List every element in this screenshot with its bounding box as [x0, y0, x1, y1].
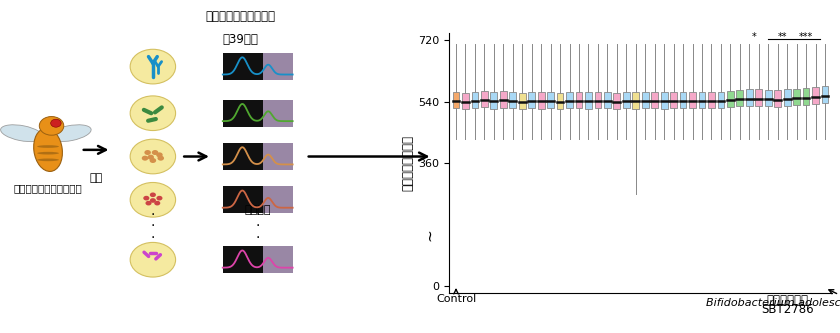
- Text: ビフィズス菌: ビフィズス菌: [766, 294, 808, 307]
- Bar: [661, 93, 668, 109]
- Circle shape: [148, 155, 154, 160]
- Bar: [680, 92, 686, 109]
- Ellipse shape: [37, 145, 59, 148]
- Bar: [263, 246, 292, 273]
- Text: 摂食: 摂食: [90, 173, 102, 183]
- Circle shape: [157, 156, 164, 161]
- Bar: [223, 143, 292, 170]
- Circle shape: [145, 201, 151, 205]
- Text: *: *: [752, 32, 756, 42]
- Bar: [263, 186, 292, 213]
- Ellipse shape: [37, 159, 59, 161]
- Bar: [623, 92, 630, 109]
- Bar: [575, 92, 582, 109]
- Circle shape: [156, 153, 163, 158]
- Bar: [509, 92, 517, 109]
- Bar: [737, 90, 743, 107]
- Text: ·
·
·: · · ·: [255, 208, 260, 245]
- Y-axis label: 夜間睡眠量（分）: 夜間睡眠量（分）: [402, 135, 414, 191]
- Circle shape: [50, 119, 61, 127]
- Text: ·
·
·: · · ·: [150, 208, 155, 245]
- Bar: [528, 92, 535, 108]
- Text: ***: ***: [799, 32, 813, 42]
- Circle shape: [130, 242, 176, 277]
- Bar: [223, 53, 292, 80]
- Circle shape: [155, 201, 160, 205]
- Bar: [538, 93, 544, 109]
- Bar: [746, 89, 753, 106]
- Bar: [764, 90, 772, 107]
- Circle shape: [39, 117, 64, 135]
- Bar: [774, 90, 781, 107]
- Bar: [471, 92, 478, 108]
- Bar: [462, 93, 469, 109]
- Bar: [613, 93, 620, 109]
- Circle shape: [130, 96, 176, 131]
- Bar: [500, 91, 507, 108]
- Circle shape: [130, 49, 176, 84]
- Text: 乳酸菌・ビフィズス菌: 乳酸菌・ビフィズス菌: [205, 10, 276, 23]
- Circle shape: [150, 158, 156, 163]
- Text: Bifidobacterium adolescentis: Bifidobacterium adolescentis: [706, 298, 840, 308]
- Bar: [491, 93, 497, 109]
- Bar: [784, 89, 790, 106]
- Circle shape: [144, 150, 151, 155]
- Bar: [519, 93, 526, 109]
- Bar: [755, 89, 762, 106]
- Text: 睡眠評価: 睡眠評価: [244, 205, 271, 215]
- Circle shape: [130, 182, 176, 217]
- Bar: [651, 92, 658, 109]
- Bar: [263, 143, 292, 170]
- Bar: [223, 100, 292, 127]
- Bar: [223, 246, 292, 273]
- Bar: [547, 92, 554, 109]
- Bar: [727, 91, 734, 107]
- Text: **: **: [778, 32, 787, 42]
- Circle shape: [150, 192, 156, 197]
- Bar: [689, 92, 696, 108]
- Bar: [223, 186, 292, 213]
- Bar: [263, 100, 292, 127]
- Bar: [708, 92, 715, 108]
- Bar: [481, 91, 488, 108]
- Circle shape: [142, 156, 149, 161]
- Circle shape: [144, 196, 150, 200]
- Circle shape: [130, 139, 176, 174]
- Bar: [585, 93, 592, 109]
- Bar: [822, 86, 828, 103]
- Text: ~: ~: [422, 228, 437, 241]
- Bar: [642, 92, 648, 108]
- Circle shape: [150, 198, 156, 203]
- Bar: [717, 92, 724, 109]
- Bar: [595, 92, 601, 108]
- Circle shape: [152, 150, 159, 155]
- Bar: [670, 92, 677, 108]
- Text: SBT2786: SBT2786: [761, 303, 813, 316]
- Bar: [803, 88, 810, 105]
- Ellipse shape: [1, 125, 43, 142]
- Ellipse shape: [37, 152, 59, 155]
- Bar: [557, 93, 564, 109]
- Bar: [699, 92, 706, 109]
- Bar: [566, 92, 573, 108]
- Circle shape: [156, 196, 162, 200]
- Bar: [453, 92, 459, 109]
- Text: 計39菌種: 計39菌種: [223, 33, 258, 46]
- Text: Control: Control: [436, 294, 476, 304]
- Bar: [812, 87, 819, 104]
- Ellipse shape: [49, 125, 91, 142]
- Bar: [793, 89, 800, 106]
- Ellipse shape: [34, 128, 62, 171]
- Bar: [263, 53, 292, 80]
- Bar: [604, 92, 611, 109]
- Bar: [633, 93, 639, 109]
- Text: キイロショウジョウバエ: キイロショウジョウバエ: [13, 183, 82, 193]
